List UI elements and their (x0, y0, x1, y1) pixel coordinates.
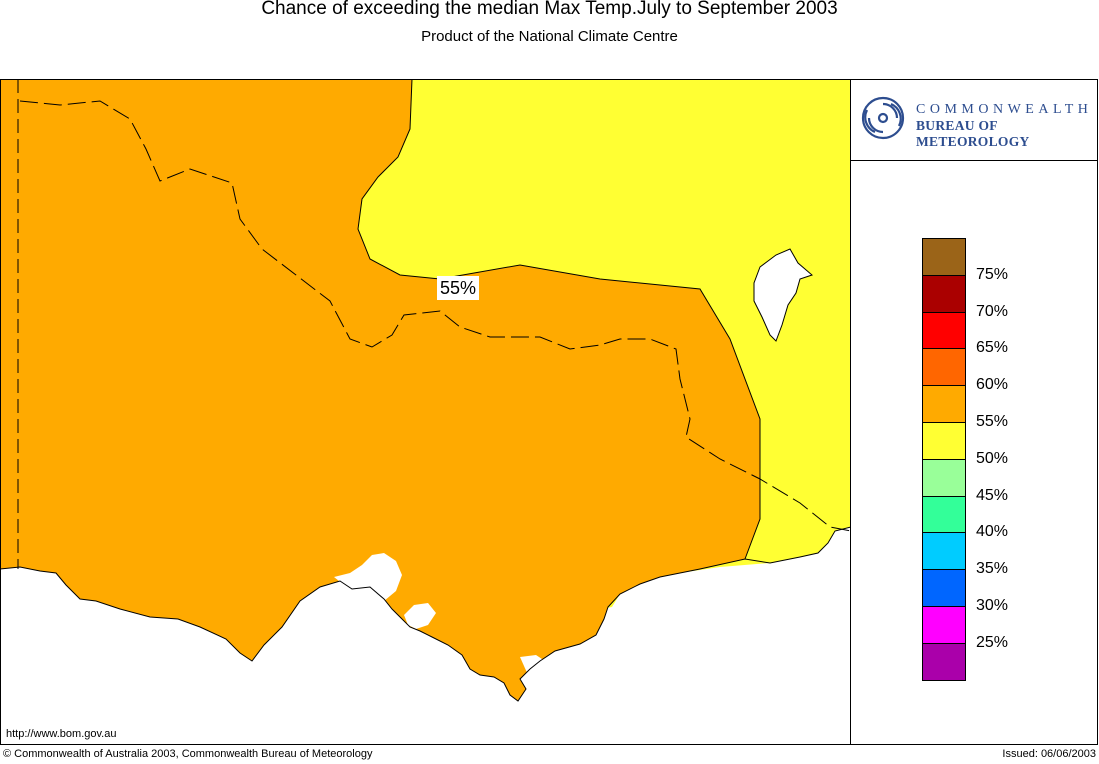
panel-divider (850, 79, 851, 745)
issued-date: Issued: 06/06/2003 (1002, 748, 1096, 760)
region-50-percent (358, 79, 851, 609)
bom-url[interactable]: http://www.bom.gov.au (6, 728, 117, 740)
legend-label: 45% (976, 486, 1009, 504)
contour-55-50 (357, 79, 761, 560)
bom-logo-icon (861, 96, 905, 140)
legend-swatch (922, 569, 966, 607)
flinders-island (753, 248, 813, 342)
legend-label: 30% (976, 597, 1009, 614)
bom-logo: COMMONWEALTH BUREAU OF METEOROLOGY (852, 80, 1098, 160)
legend-swatch (922, 421, 966, 460)
legend-swatch (922, 385, 966, 423)
legend-label: 75% (976, 265, 1009, 283)
legend-label: 50% (976, 449, 1009, 467)
logo-divider (851, 160, 1098, 161)
legend-swatch (922, 532, 966, 571)
page-subtitle: Product of the National Climate Centre (421, 28, 678, 45)
legend-swatch (922, 495, 966, 534)
logo-text-bureau: BUREAU OF METEOROLOGY (916, 118, 1030, 149)
map-panel (0, 79, 851, 745)
western-port (404, 603, 436, 629)
map-svg (0, 79, 851, 745)
legend-label: 25% (976, 633, 1009, 651)
legend-label: 70% (976, 302, 1009, 320)
legend-label: 65% (976, 339, 1009, 357)
state-border-north (19, 100, 851, 532)
legend-swatch (922, 274, 966, 313)
legend-swatch (922, 348, 966, 387)
map-frame (0, 79, 1098, 745)
coastline (0, 526, 851, 702)
color-legend (922, 238, 966, 681)
page-title: Chance of exceeding the median Max Temp.… (261, 0, 838, 19)
legend-swatch (922, 311, 966, 350)
legend-label: 55% (976, 413, 1009, 430)
copyright-text: © Commonwealth of Australia 2003, Common… (3, 748, 373, 760)
port-phillip-bay (334, 553, 402, 605)
legend-swatch (922, 605, 966, 644)
logo-text-commonwealth: COMMONWEALTH (916, 102, 1093, 117)
legend-swatch (922, 238, 966, 276)
legend-label: 40% (976, 523, 1009, 541)
contour-label: 55% (437, 276, 480, 300)
region-55-percent (0, 79, 760, 701)
legend-swatch (922, 642, 966, 681)
legend-label: 35% (976, 560, 1009, 578)
legend-label: 60% (976, 376, 1009, 394)
legend-swatch (922, 458, 966, 497)
